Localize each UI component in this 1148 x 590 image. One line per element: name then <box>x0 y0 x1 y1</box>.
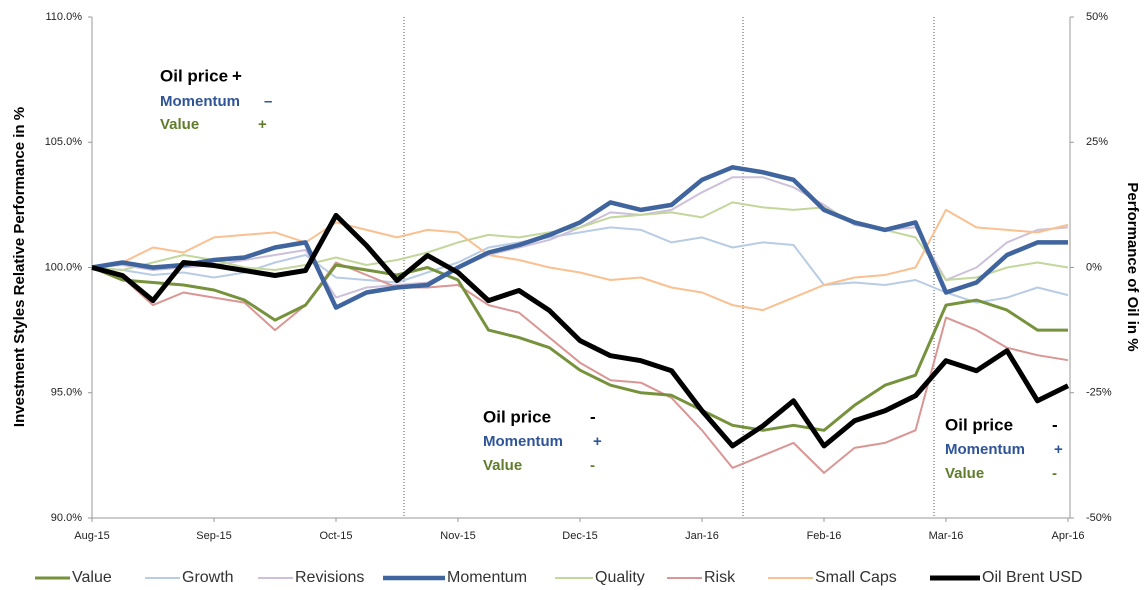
series-line <box>91 212 1070 449</box>
annotation-label: Oil price <box>160 66 228 85</box>
annotation-sign: + <box>258 116 267 133</box>
annotation-sign: - <box>1052 415 1058 434</box>
annotation-label: Oil price <box>945 415 1013 434</box>
x-tick-label: Nov-15 <box>440 530 475 542</box>
annotation-label: Value <box>160 116 199 133</box>
legend-label: Risk <box>704 569 736 586</box>
series-line <box>91 263 1068 432</box>
legend-label: Momentum <box>447 569 527 586</box>
y-tick-label: 100.0% <box>45 261 83 273</box>
y-tick-label: 105.0% <box>45 136 83 148</box>
annotation-label: Value <box>483 457 522 474</box>
x-tick-label: Oct-15 <box>319 530 352 542</box>
legend-label: Small Caps <box>815 569 897 586</box>
x-tick-label: Jan-16 <box>685 530 719 542</box>
y2-axis-title: Performance of Oil in % <box>1124 182 1141 351</box>
x-tick-label: Sep-15 <box>196 530 231 542</box>
annotation-sign: + <box>232 66 242 85</box>
legend-label: Oil Brent USD <box>982 569 1082 586</box>
annotation-sign: - <box>590 407 596 426</box>
annotation-sign: - <box>1052 465 1057 482</box>
annotation-label: Momentum <box>160 93 240 110</box>
series-line <box>91 165 1068 310</box>
annotation-sign: – <box>264 93 272 110</box>
y-tick-label: 110.0% <box>46 11 83 23</box>
y2-tick-label: -25% <box>1086 387 1112 399</box>
annotation-label: Momentum <box>483 433 563 450</box>
x-tick-label: Apr-16 <box>1051 530 1084 542</box>
y2-tick-label: 0% <box>1086 261 1102 273</box>
x-tick-label: Dec-15 <box>562 530 597 542</box>
legend-label: Quality <box>595 569 645 586</box>
legend-label: Revisions <box>295 569 364 586</box>
x-tick-label: Feb-16 <box>807 530 842 542</box>
x-tick-label: Aug-15 <box>74 530 109 542</box>
x-tick-label: Mar-16 <box>929 530 964 542</box>
annotation-label: Oil price <box>483 407 551 426</box>
annotation-sign: + <box>593 433 602 450</box>
y2-tick-label: 25% <box>1086 136 1108 148</box>
annotation-label: Value <box>945 465 984 482</box>
annotation-sign: - <box>590 457 595 474</box>
y2-tick-label: 50% <box>1086 11 1108 23</box>
annotation-sign: + <box>1054 441 1063 458</box>
y-axis-title: Investment Styles Relative Performance i… <box>11 107 28 427</box>
legend-label: Growth <box>182 569 234 586</box>
y-tick-label: 90.0% <box>51 512 82 524</box>
series-line <box>91 201 1069 281</box>
series-line <box>91 261 1069 474</box>
y-tick-label: 95.0% <box>51 387 82 399</box>
annotation-label: Momentum <box>945 441 1025 458</box>
legend-label: Value <box>72 569 112 586</box>
series-line <box>91 208 1069 312</box>
y2-tick-label: -50% <box>1086 512 1112 524</box>
